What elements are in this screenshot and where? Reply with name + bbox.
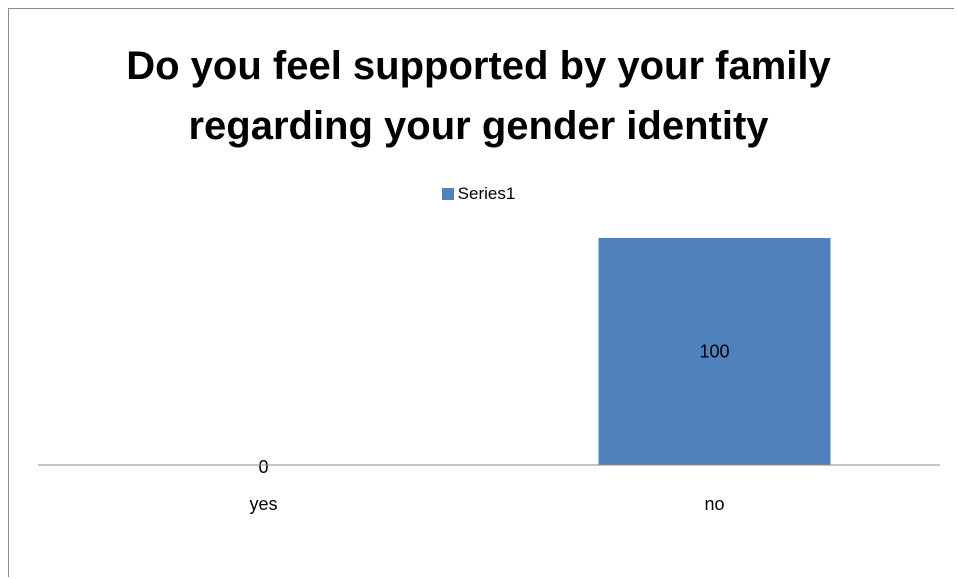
legend-label: Series1 bbox=[457, 184, 516, 203]
x-tick-label-yes: yes bbox=[249, 494, 277, 514]
chart-title-line-1: Do you feel supported by your family bbox=[126, 44, 831, 88]
legend-swatch bbox=[441, 188, 454, 200]
chart-frame bbox=[8, 8, 954, 577]
data-label-no: 100 bbox=[699, 342, 729, 362]
legend: Series1 bbox=[0, 184, 957, 204]
chart-title-line-2: regarding your gender identity bbox=[188, 104, 769, 148]
x-tick-label-no: no bbox=[704, 494, 724, 514]
bar-no bbox=[598, 238, 831, 465]
chart-title: Do you feel supported by your family reg… bbox=[0, 36, 957, 156]
data-label-yes: 0 bbox=[258, 457, 268, 477]
